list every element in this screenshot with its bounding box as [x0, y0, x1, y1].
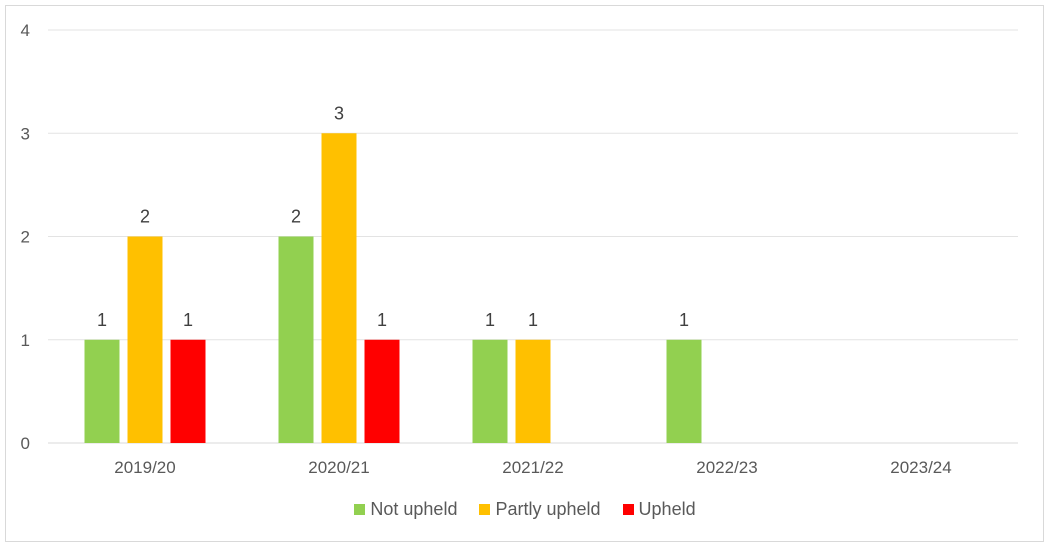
y-tick-label: 0 — [21, 434, 30, 453]
bar — [321, 133, 357, 443]
bar — [666, 339, 702, 443]
bar — [278, 236, 314, 443]
x-tick-label: 2019/20 — [114, 458, 175, 477]
legend-label-partly-upheld: Partly upheld — [495, 499, 601, 519]
legend: Not upheld Partly upheld Upheld — [0, 499, 1050, 520]
legend-item-partly-upheld: Partly upheld — [479, 499, 601, 520]
y-tick-label: 4 — [21, 21, 30, 40]
data-label: 2 — [140, 207, 150, 227]
legend-item-not-upheld: Not upheld — [354, 499, 457, 520]
data-label: 1 — [377, 310, 387, 330]
bar — [472, 339, 508, 443]
data-label: 1 — [183, 310, 193, 330]
chart-frame — [5, 5, 1044, 542]
x-tick-label: 2023/24 — [890, 458, 951, 477]
bar — [84, 339, 120, 443]
y-tick-label: 2 — [21, 228, 30, 247]
legend-swatch-partly-upheld — [479, 504, 491, 515]
data-label: 1 — [679, 310, 689, 330]
y-tick-label: 1 — [21, 331, 30, 350]
legend-label-upheld: Upheld — [638, 499, 696, 519]
x-tick-label: 2021/22 — [502, 458, 563, 477]
legend-swatch-not-upheld — [354, 504, 366, 515]
legend-label-not-upheld: Not upheld — [370, 499, 458, 519]
data-label: 1 — [528, 310, 538, 330]
bar — [515, 339, 551, 443]
x-tick-label: 2020/21 — [308, 458, 369, 477]
data-label: 1 — [485, 310, 495, 330]
data-label: 1 — [97, 310, 107, 330]
legend-swatch-upheld — [622, 504, 634, 515]
y-tick-label: 3 — [21, 124, 30, 143]
bar — [127, 236, 163, 443]
data-label: 2 — [291, 207, 301, 227]
bar — [364, 339, 400, 443]
x-tick-label: 2022/23 — [696, 458, 757, 477]
legend-item-upheld: Upheld — [622, 499, 696, 520]
bar — [170, 339, 206, 443]
data-label: 3 — [334, 103, 344, 123]
